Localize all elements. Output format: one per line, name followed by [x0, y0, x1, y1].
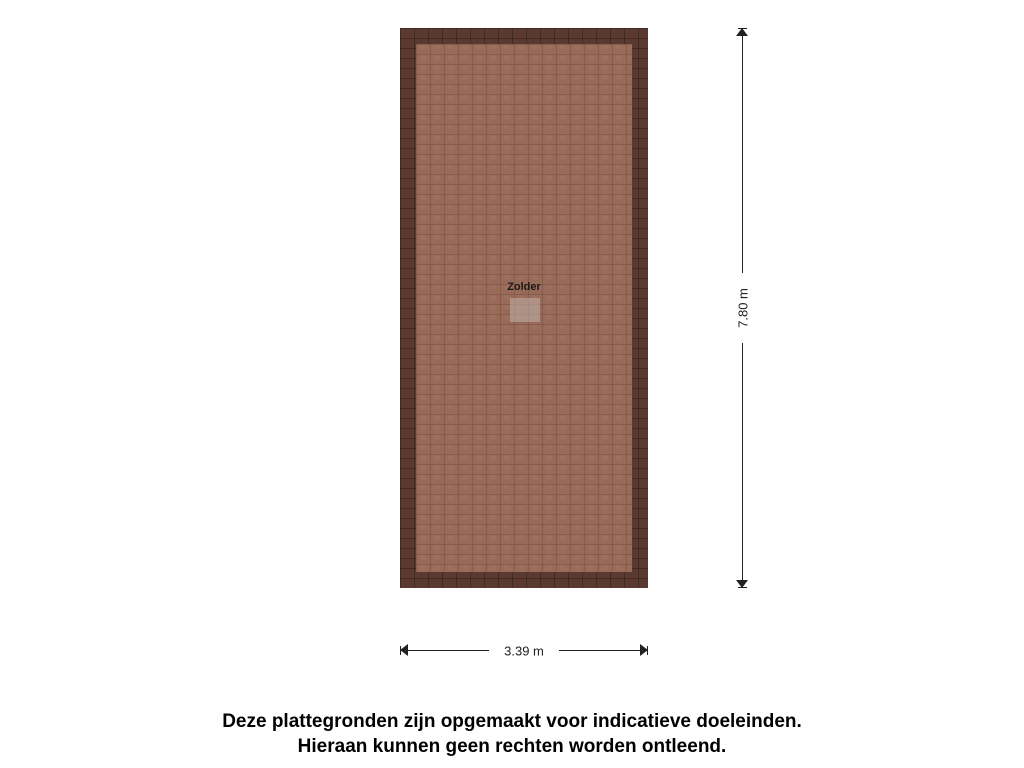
dim-height-arrow	[736, 28, 748, 36]
dim-width-line	[400, 650, 489, 651]
dim-height-label: 7.80 m	[736, 288, 751, 328]
dim-height-arrow	[736, 580, 748, 588]
room-label-zolder: Zolder	[507, 281, 541, 293]
dim-width-arrow	[400, 644, 408, 656]
dim-height-line	[742, 343, 743, 588]
disclaimer-text: Deze plattegronden zijn opgemaakt voor i…	[0, 710, 1024, 759]
dim-width-label: 3.39 m	[504, 644, 544, 659]
dim-width-line	[559, 650, 648, 651]
floorplan-canvas: Zolder 3.39 m 7.80 m Deze plattegronden zij…	[0, 0, 1024, 768]
disclaimer-line2: Hieraan kunnen geen rechten worden ontle…	[0, 735, 1024, 760]
disclaimer-line1: Deze plattegronden zijn opgemaakt voor i…	[0, 710, 1024, 735]
roof-hatch	[510, 298, 540, 322]
dim-width-arrow	[640, 644, 648, 656]
dim-height-line	[742, 28, 743, 273]
